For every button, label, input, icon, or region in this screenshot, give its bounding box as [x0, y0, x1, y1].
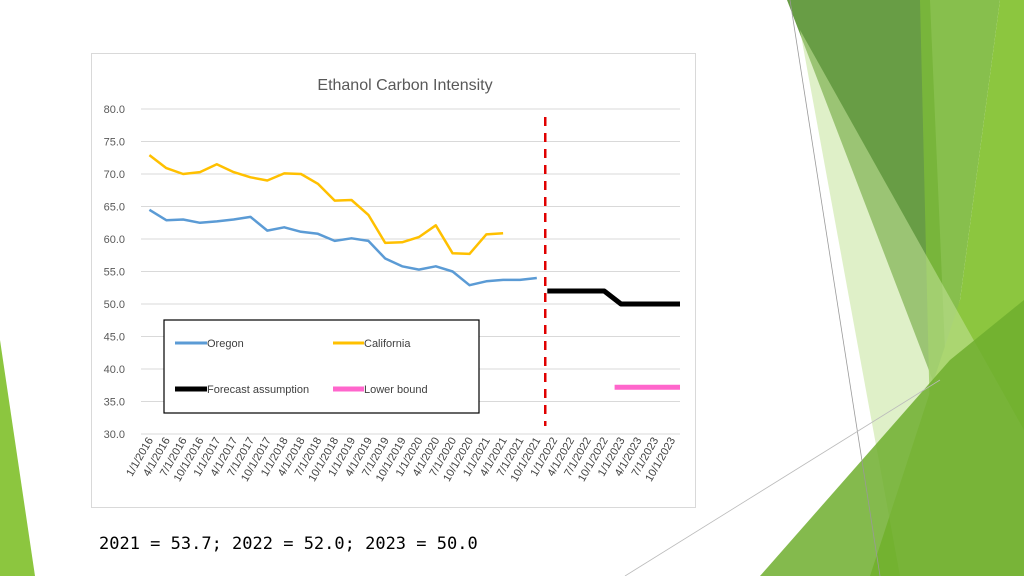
x-axis-tick-labels: 1/1/20164/1/20167/1/201610/1/20161/1/201…: [124, 436, 678, 484]
chart-card: Ethanol Carbon Intensity 30.0 35.0 40.0 45.…: [91, 53, 696, 508]
series-lines: [148, 154, 680, 390]
y-tick-label: 55.0: [104, 267, 125, 279]
y-tick-label: 45.0: [104, 332, 125, 344]
legend-box: [163, 319, 480, 414]
chart-title: Ethanol Carbon Intensity: [317, 77, 492, 94]
y-tick-label: 80.0: [104, 104, 125, 116]
series-line-forecast-assumption: [547, 288, 680, 307]
y-tick-label: 65.0: [104, 202, 125, 214]
series-line-california: [148, 154, 504, 256]
y-tick-label: 35.0: [104, 397, 125, 409]
series-line-oregon: [148, 208, 537, 287]
deco-left-green: [0, 340, 35, 576]
y-tick-label: 50.0: [104, 299, 125, 311]
y-tick-label: 40.0: [104, 364, 125, 376]
deco-thin-line: [789, 0, 881, 576]
ethanol-carbon-intensity-chart: Ethanol Carbon Intensity 30.0 35.0 40.0 45.…: [104, 77, 680, 484]
legend-label-oregon: Oregon: [207, 338, 244, 350]
y-tick-label: 75.0: [104, 137, 125, 149]
y-tick-label: 60.0: [104, 234, 125, 246]
deco-lower-green: [760, 300, 1024, 576]
y-tick-label: 30.0: [104, 429, 125, 441]
y-axis-tick-labels: 30.0 35.0 40.0 45.0 50.0 55.0 60.0 65.0 70.0 75.0…: [104, 104, 125, 441]
deco-thin-line-2: [624, 379, 941, 576]
legend-label-forecast-assumption: Forecast assumption: [207, 384, 309, 396]
legend: Oregon California Forecast assumption Lo…: [163, 319, 480, 414]
legend-label-lower-bound: Lower bound: [364, 384, 428, 396]
y-tick-label: 70.0: [104, 169, 125, 181]
ci-values-caption: 2021 = 53.7; 2022 = 52.0; 2023 = 50.0: [99, 534, 478, 554]
legend-label-california: California: [364, 338, 411, 350]
